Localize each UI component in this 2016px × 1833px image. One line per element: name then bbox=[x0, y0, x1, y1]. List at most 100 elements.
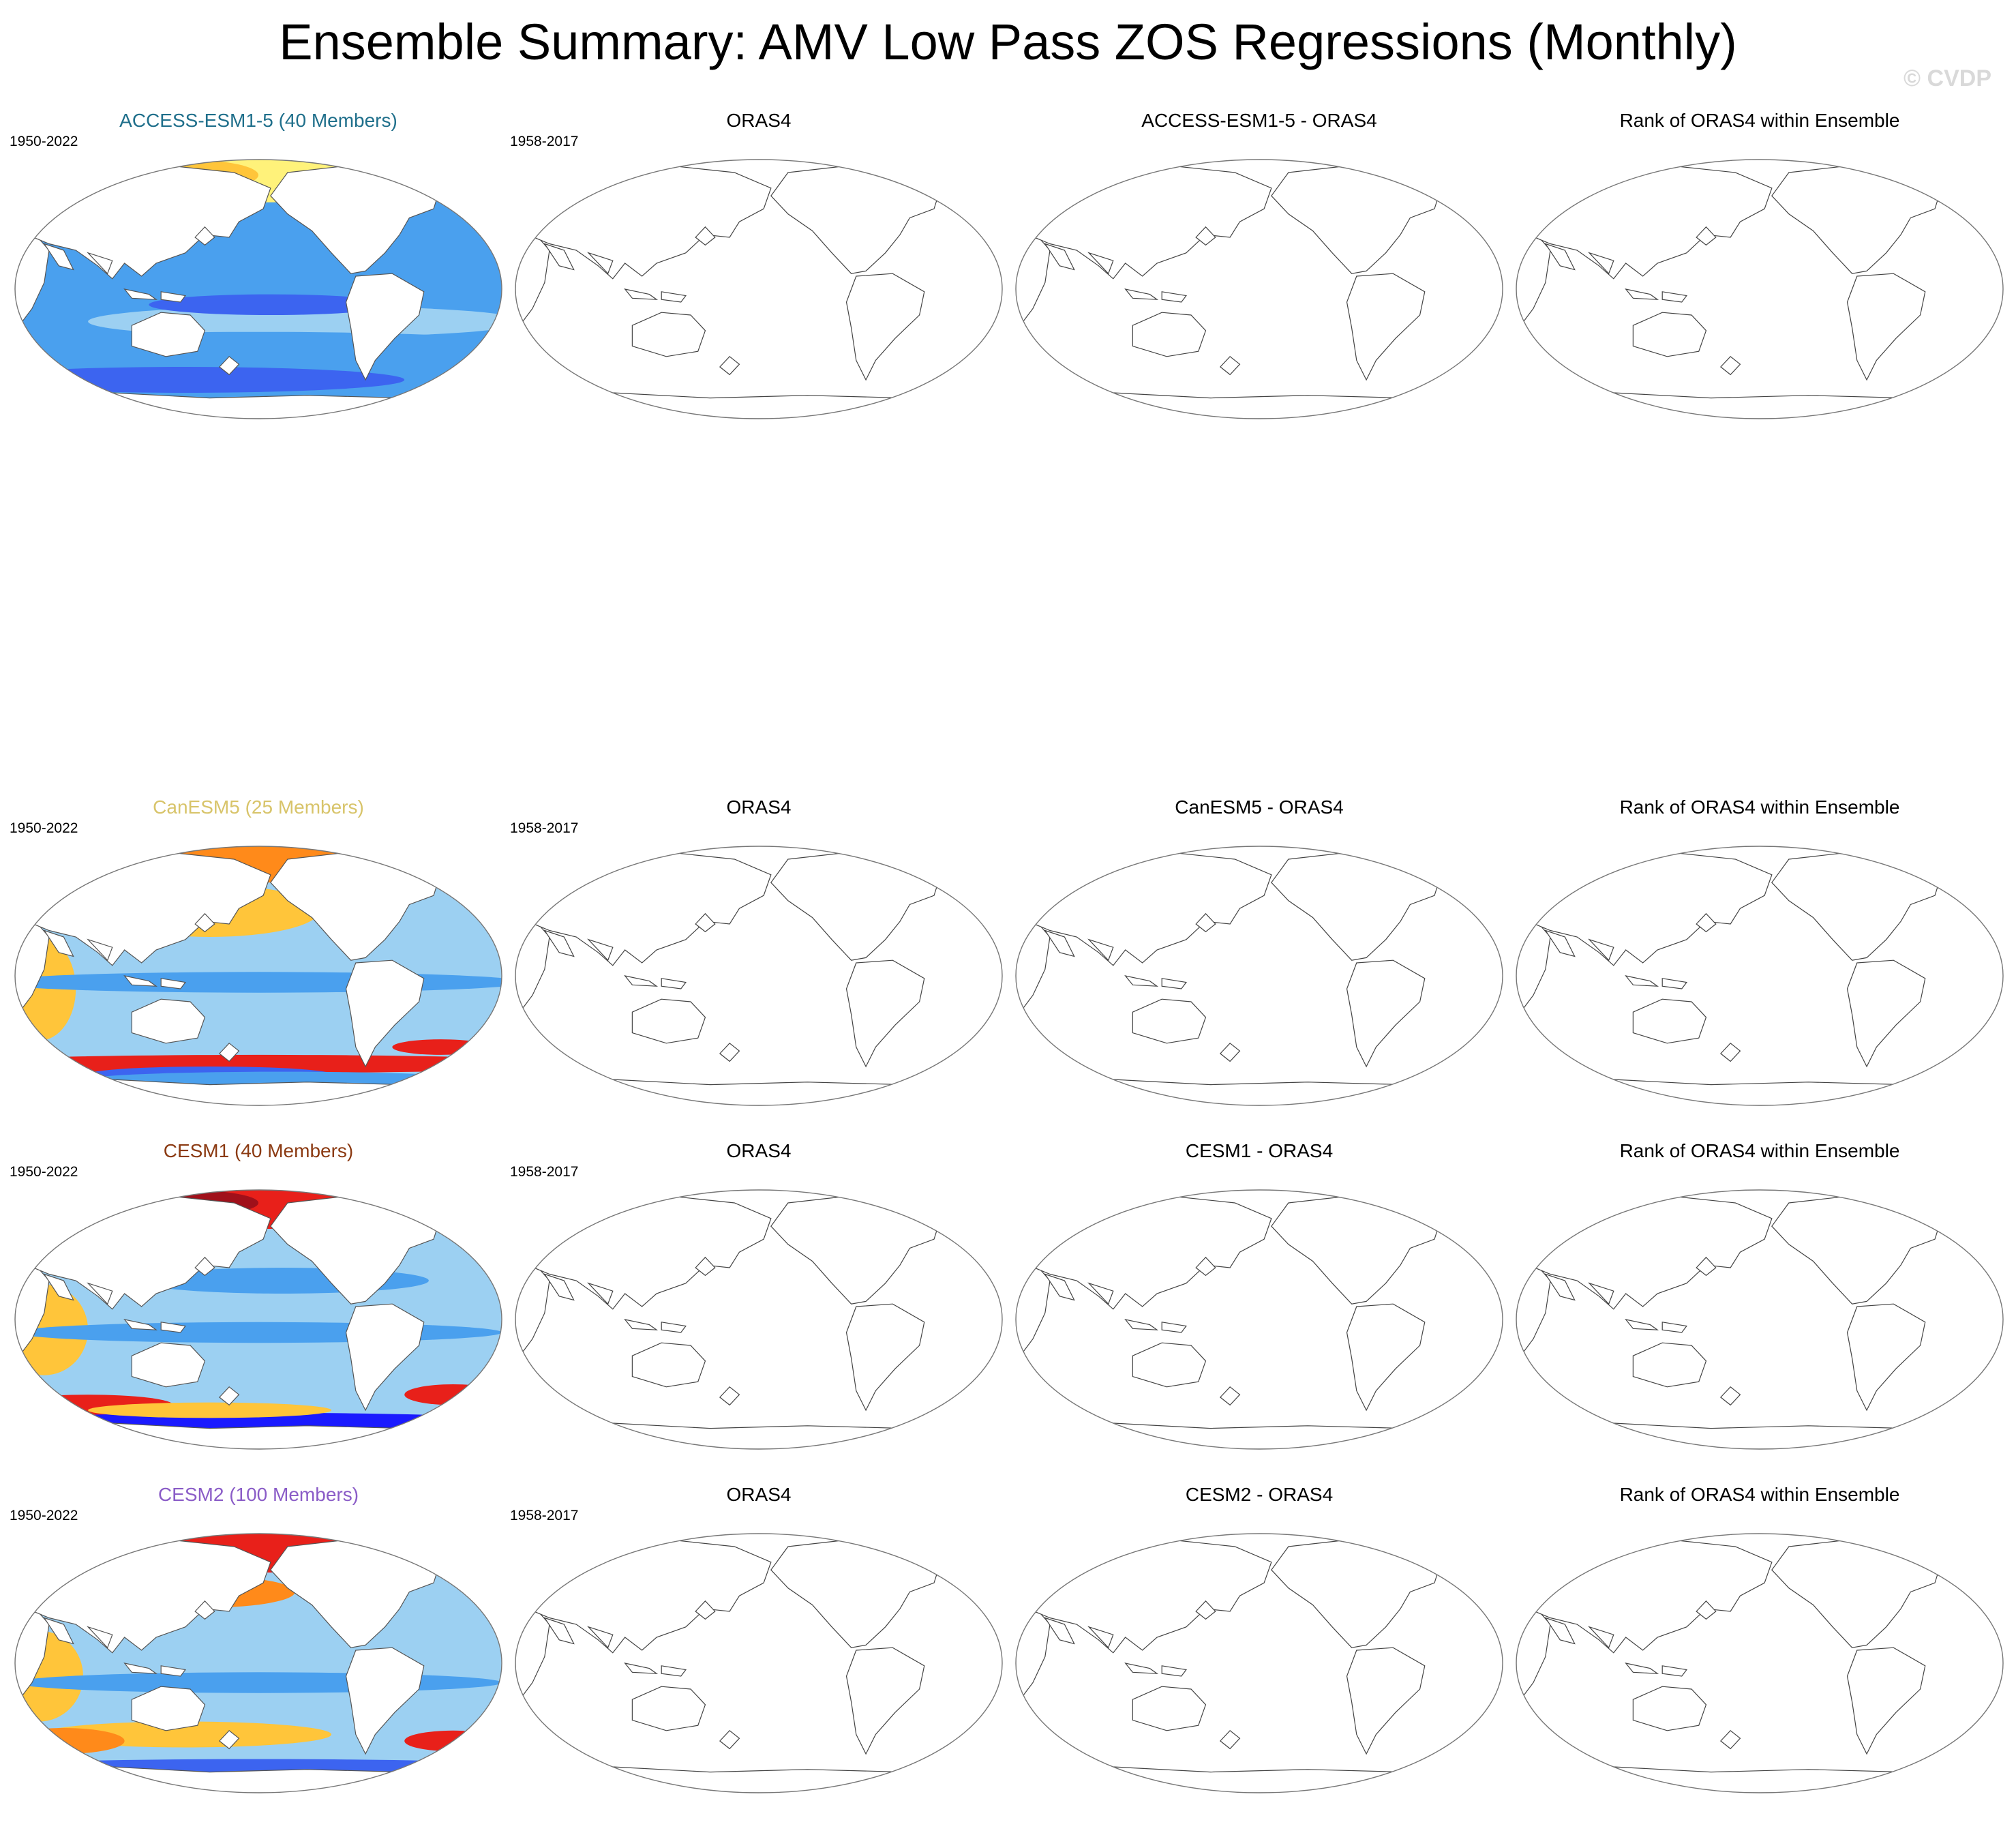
panel-title: ACCESS-ESM1-5 (40 Members) bbox=[119, 110, 397, 131]
diff-panel: ACCESS-ESM1-5 - ORAS4 bbox=[1009, 109, 1509, 436]
coastline bbox=[1696, 226, 1717, 246]
coastline bbox=[1846, 1303, 1926, 1412]
coastline bbox=[194, 1256, 215, 1277]
coastline bbox=[1661, 1322, 1687, 1333]
coastline bbox=[1195, 1256, 1216, 1277]
coastline bbox=[929, 1194, 974, 1230]
coastline bbox=[929, 850, 974, 886]
coastline bbox=[587, 938, 614, 962]
panel-title: CESM1 - ORAS4 bbox=[1185, 1140, 1334, 1161]
coastline bbox=[1719, 1729, 1741, 1750]
panel-title: CanESM5 - ORAS4 bbox=[1175, 796, 1344, 818]
coastline bbox=[43, 243, 74, 271]
panel-years: 1950-2022 bbox=[10, 1164, 78, 1180]
obs-panel: ORAS4 1958-2017 bbox=[509, 109, 1009, 436]
coastline bbox=[1132, 1342, 1207, 1388]
coastline bbox=[218, 1042, 240, 1062]
coastline bbox=[1124, 1663, 1159, 1674]
coastline bbox=[1087, 938, 1114, 962]
regression-field-patch bbox=[392, 1039, 490, 1055]
coastline bbox=[160, 1322, 186, 1333]
coastline bbox=[43, 1617, 74, 1645]
coastline bbox=[1161, 978, 1187, 989]
map-outline bbox=[1516, 1189, 2004, 1450]
coastline bbox=[1632, 312, 1707, 357]
coastline bbox=[194, 912, 215, 933]
coastline bbox=[131, 1342, 206, 1388]
coastline bbox=[1271, 850, 1443, 961]
coastline bbox=[587, 1282, 614, 1305]
panel-title: CESM2 - ORAS4 bbox=[1185, 1484, 1334, 1505]
coastline bbox=[1846, 1647, 1926, 1755]
coastline bbox=[1429, 164, 1474, 199]
coastline bbox=[345, 273, 425, 381]
coastline bbox=[770, 1538, 942, 1648]
coastline bbox=[695, 1256, 716, 1277]
panel-title: CESM2 (100 Members) bbox=[157, 1484, 359, 1505]
coastline bbox=[661, 978, 687, 989]
coastline bbox=[515, 1538, 772, 1654]
coastline bbox=[1771, 1194, 1943, 1305]
regression-map bbox=[14, 1533, 502, 1793]
panel-title: ORAS4 bbox=[726, 1484, 792, 1505]
coastline bbox=[1124, 1319, 1159, 1330]
map-outline bbox=[515, 159, 1003, 419]
coastline bbox=[1087, 1282, 1114, 1305]
coastline bbox=[1516, 1079, 2003, 1105]
regression-field-patch bbox=[404, 1384, 502, 1405]
coastline bbox=[1771, 850, 1943, 961]
coastline bbox=[218, 1729, 240, 1750]
empty-map bbox=[515, 1189, 1003, 1450]
coastline bbox=[428, 850, 473, 886]
coastline bbox=[1516, 392, 2003, 419]
coastline bbox=[1771, 164, 1943, 274]
panel-years: 1958-2017 bbox=[510, 820, 579, 836]
coastline bbox=[1161, 291, 1187, 303]
panel-title: CanESM5 (25 Members) bbox=[153, 796, 364, 818]
panel-title: Rank of ORAS4 within Ensemble bbox=[1619, 1140, 1900, 1161]
map-outline bbox=[515, 1533, 1003, 1793]
map-outline bbox=[14, 1533, 502, 1793]
empty-map bbox=[1516, 846, 2004, 1106]
coastline bbox=[1719, 1386, 1741, 1406]
model-panel: CESM1 (40 Members) 1950-2022 bbox=[8, 1139, 509, 1467]
panel-title: CESM1 (40 Members) bbox=[163, 1140, 354, 1161]
coastline bbox=[515, 1079, 1002, 1105]
empty-map bbox=[1015, 1533, 1503, 1793]
coastline bbox=[1132, 998, 1207, 1044]
map-outline bbox=[1516, 846, 2004, 1106]
coastline bbox=[1271, 1194, 1443, 1305]
regression-map bbox=[14, 1189, 502, 1450]
coastline bbox=[1044, 1617, 1075, 1645]
coastline bbox=[1625, 288, 1659, 300]
model-panel: ACCESS-ESM1-5 (40 Members) 1950-2022 bbox=[8, 109, 509, 436]
panel-years: 1950-2022 bbox=[10, 820, 78, 836]
coastline bbox=[1044, 929, 1075, 957]
coastline bbox=[695, 226, 716, 246]
coastline bbox=[1544, 243, 1576, 271]
rank-panel: Rank of ORAS4 within Ensemble bbox=[1509, 1139, 2010, 1467]
coastline bbox=[160, 978, 186, 989]
coastline bbox=[845, 1303, 925, 1412]
coastline bbox=[515, 1604, 550, 1697]
coastline bbox=[1429, 1538, 1474, 1573]
coastline bbox=[1271, 164, 1443, 274]
panel-title: Rank of ORAS4 within Ensemble bbox=[1619, 110, 1900, 131]
coastline bbox=[123, 288, 158, 300]
empty-map bbox=[515, 846, 1003, 1106]
coastline bbox=[845, 273, 925, 381]
coastline bbox=[428, 1538, 473, 1573]
coastline bbox=[1219, 355, 1241, 376]
coastline bbox=[345, 1303, 425, 1412]
coastline bbox=[515, 1260, 550, 1353]
coastline bbox=[87, 1626, 113, 1649]
coastline bbox=[1544, 929, 1576, 957]
coastline bbox=[1161, 1665, 1187, 1677]
coastline bbox=[770, 164, 942, 274]
panel-title: ORAS4 bbox=[726, 796, 792, 818]
coastline bbox=[1016, 230, 1051, 323]
coastline bbox=[1516, 1260, 1551, 1353]
coastline bbox=[160, 1665, 186, 1677]
coastline bbox=[1195, 226, 1216, 246]
coastline bbox=[1661, 1665, 1687, 1677]
